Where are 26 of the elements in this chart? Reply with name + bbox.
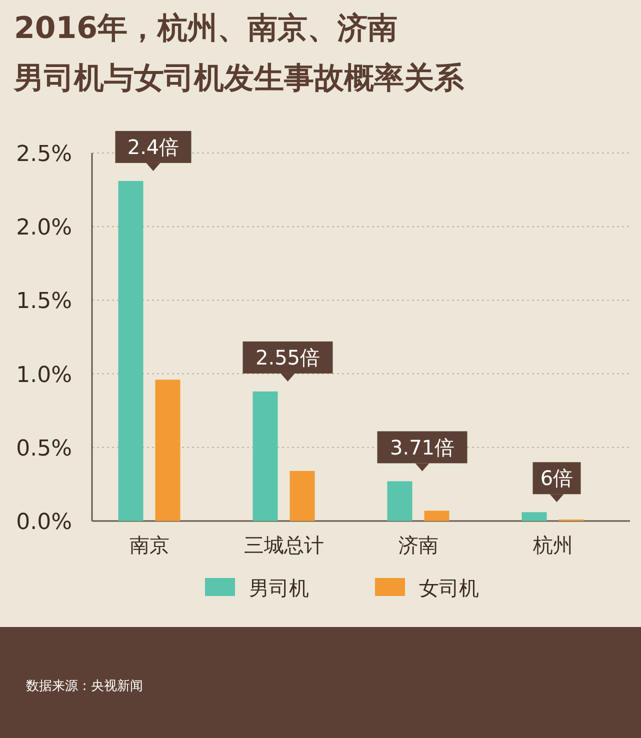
bar — [155, 380, 180, 521]
annotation: 2.55倍 — [255, 345, 320, 370]
source-note: 数据来源：央视新闻 — [26, 679, 143, 694]
x-tick-label: 三城总计 — [244, 533, 324, 557]
x-tick-label: 杭州 — [532, 533, 573, 557]
bar — [290, 470, 315, 521]
chart-subtitle: 男司机与女司机发生事故概率关系 — [13, 61, 465, 96]
y-tick-label: 0.5% — [16, 436, 72, 462]
x-tick-label: 南京 — [129, 533, 170, 557]
legend-label: 男司机 — [249, 576, 309, 600]
y-tick-label: 0.0% — [16, 510, 72, 535]
legend-label: 女司机 — [419, 576, 479, 600]
bar — [424, 510, 450, 521]
y-tick-label: 2.0% — [16, 216, 72, 241]
bar — [522, 512, 547, 521]
annotation: 2.4倍 — [127, 134, 180, 159]
bar — [387, 481, 412, 521]
annotation: 3.71倍 — [390, 435, 455, 460]
x-tick-label: 济南 — [398, 533, 438, 557]
y-tick-label: 2.5% — [16, 142, 72, 167]
bar — [118, 180, 144, 521]
annotation: 6倍 — [540, 466, 574, 490]
bar — [252, 391, 278, 521]
chart-title: 2016年，杭州、南京、济南 — [14, 11, 398, 46]
y-tick-label: 1.0% — [16, 362, 72, 388]
y-tick-label: 1.5% — [16, 289, 72, 314]
